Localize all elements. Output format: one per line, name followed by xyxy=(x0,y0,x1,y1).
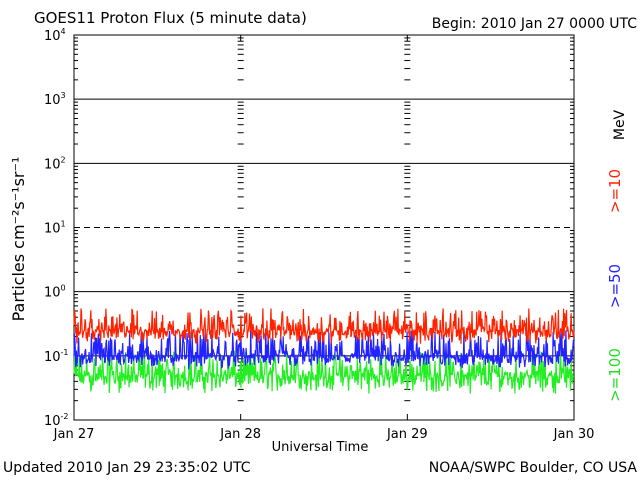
legend-unit-mev: MeV xyxy=(612,109,628,141)
y-tick-label: 103 xyxy=(44,91,66,108)
legend-series-50mev: >=50 xyxy=(606,263,624,309)
x-tick-label: Jan 29 xyxy=(386,427,428,442)
y-tick-label: 104 xyxy=(44,27,66,44)
chart-title: GOES11 Proton Flux (5 minute data) xyxy=(34,9,307,27)
y-tick-label-exponent: 2 xyxy=(61,155,66,164)
y-tick-label-base: 10 xyxy=(44,414,61,429)
series-line-ge50 xyxy=(73,330,575,370)
x-tick-label: Jan 30 xyxy=(553,427,595,442)
updated-timestamp: Updated 2010 Jan 29 23:35:02 UTC xyxy=(3,460,251,476)
legend-series-10mev: >=10 xyxy=(606,168,624,214)
y-tick-label: 10-2 xyxy=(44,412,69,429)
y-tick-label-base: 10 xyxy=(44,222,61,237)
y-tick-label: 10-1 xyxy=(44,348,69,365)
y-tick-label-exponent: 1 xyxy=(61,220,66,229)
y-tick-label: 102 xyxy=(44,155,66,172)
y-tick-label-exponent: -1 xyxy=(61,348,69,357)
series-line-ge100 xyxy=(73,350,575,394)
y-tick-label-exponent: 3 xyxy=(61,91,66,100)
y-tick-label: 100 xyxy=(44,284,66,301)
y-tick-label-exponent: -2 xyxy=(61,412,69,421)
x-axis-label: Universal Time xyxy=(271,440,369,455)
y-tick-label-base: 10 xyxy=(44,350,61,365)
y-tick-label-base: 10 xyxy=(44,93,61,108)
y-tick-label-exponent: 0 xyxy=(61,284,66,293)
credit-text: NOAA/SWPC Boulder, CO USA xyxy=(428,460,637,476)
y-tick-label-base: 10 xyxy=(44,157,61,172)
y-tick-label-base: 10 xyxy=(44,286,61,301)
y-tick-label: 101 xyxy=(44,220,66,237)
begin-time: Begin: 2010 Jan 27 0000 UTC xyxy=(431,16,637,32)
y-tick-label-base: 10 xyxy=(44,29,61,44)
x-tick-label: Jan 27 xyxy=(53,427,95,442)
x-tick-label: Jan 28 xyxy=(219,427,261,442)
series-line-ge10 xyxy=(73,308,575,344)
legend-series-100mev: >=100 xyxy=(606,348,624,402)
y-tick-label-exponent: 4 xyxy=(61,27,66,36)
